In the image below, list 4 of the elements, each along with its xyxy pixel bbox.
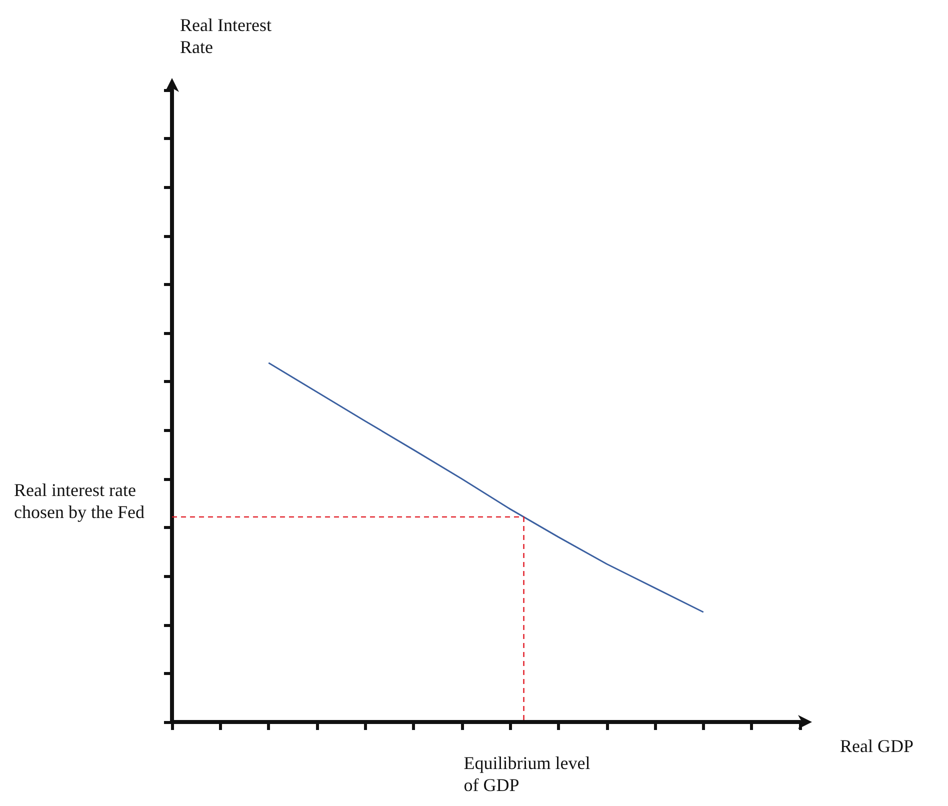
text: Equilibrium level of GDP — [464, 753, 595, 795]
x-axis-title: Real GDP — [840, 736, 914, 756]
ref-line-label: Real interest rate chosen by the Fed — [14, 480, 144, 522]
text: Real Interest Rate — [180, 15, 276, 57]
